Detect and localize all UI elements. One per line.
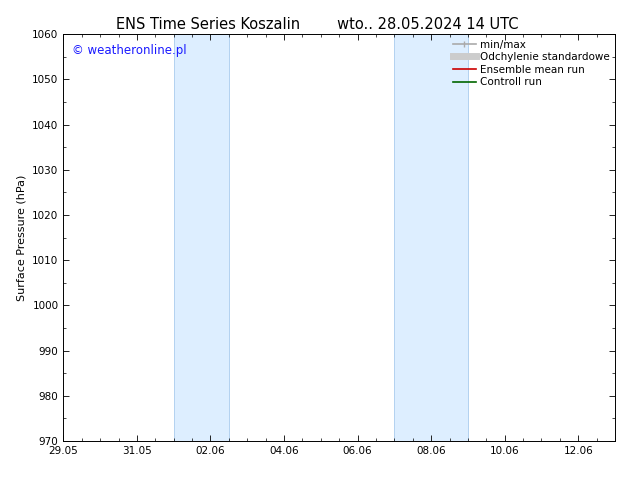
Text: ENS Time Series Koszalin        wto.. 28.05.2024 14 UTC: ENS Time Series Koszalin wto.. 28.05.202… bbox=[116, 17, 518, 32]
Text: © weatheronline.pl: © weatheronline.pl bbox=[72, 45, 186, 57]
Bar bbox=[394, 34, 468, 441]
Bar bbox=[174, 34, 229, 441]
Legend: min/max, Odchylenie standardowe, Ensemble mean run, Controll run: min/max, Odchylenie standardowe, Ensembl… bbox=[450, 36, 613, 91]
Y-axis label: Surface Pressure (hPa): Surface Pressure (hPa) bbox=[16, 174, 27, 301]
